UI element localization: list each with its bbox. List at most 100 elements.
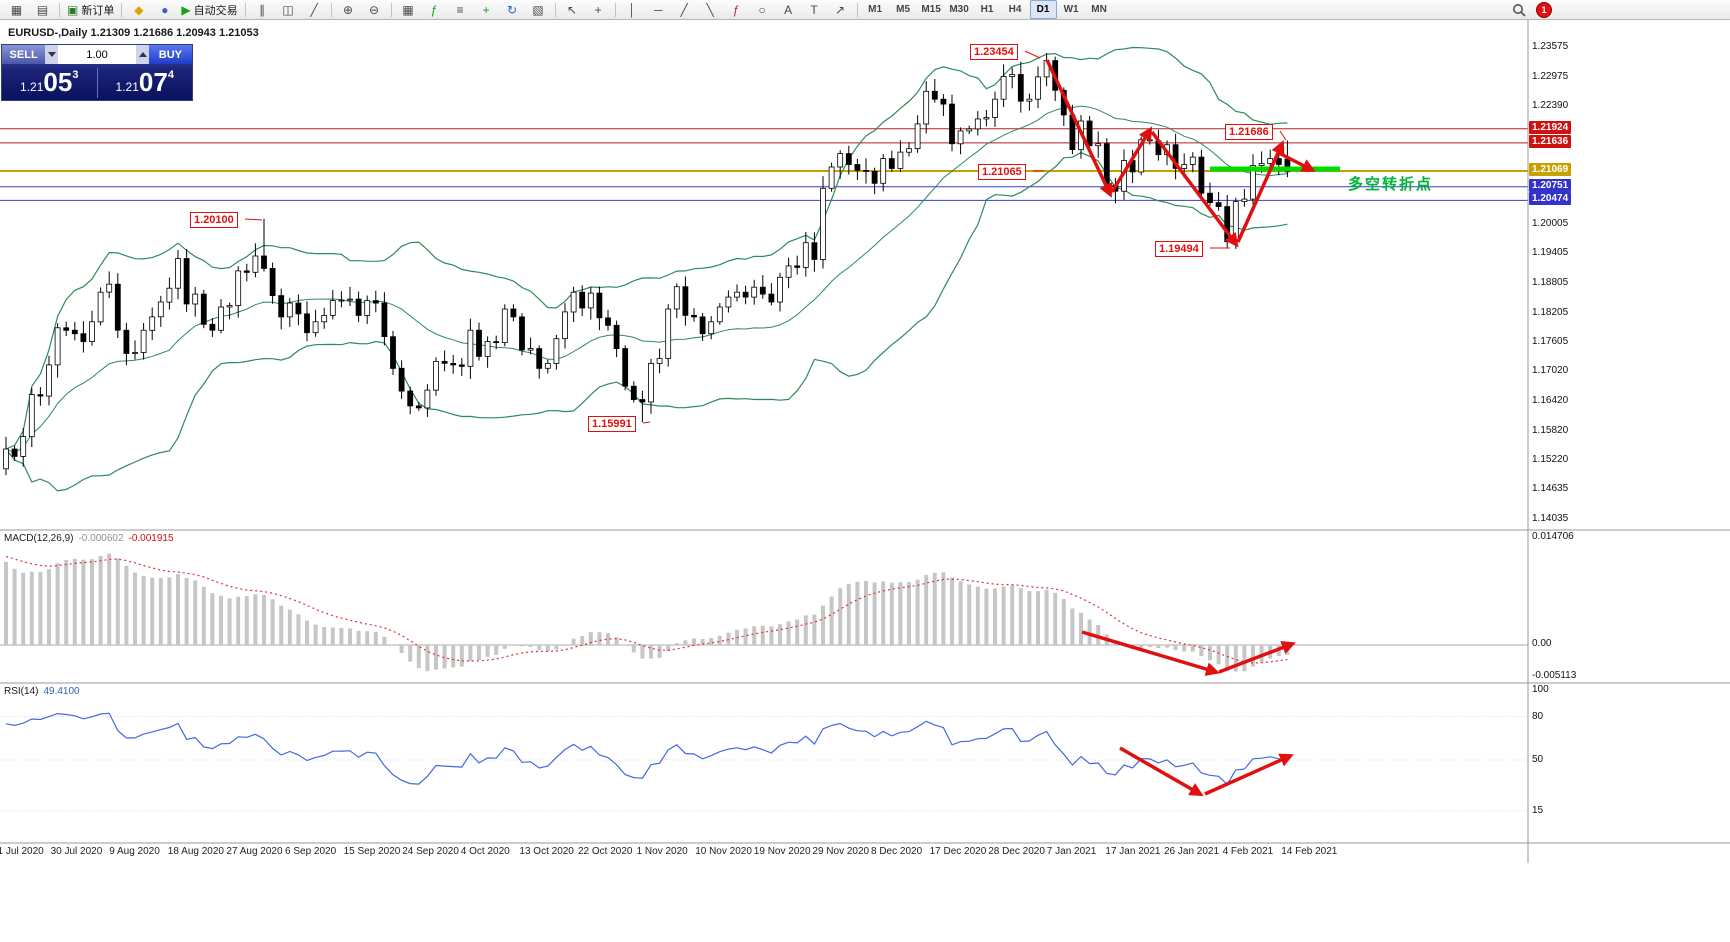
macd-panel[interactable]: [0, 553, 1528, 676]
trendline-icon[interactable]: ╱: [672, 0, 697, 19]
volume-increase-button[interactable]: [136, 45, 149, 64]
trend-arrow[interactable]: [1045, 59, 1113, 198]
rsi-panel[interactable]: [0, 712, 1528, 812]
price-chart-panel[interactable]: [0, 46, 1528, 492]
shapes-icon[interactable]: ○: [750, 0, 775, 19]
volume-input[interactable]: [58, 45, 136, 64]
date-axis-label[interactable]: 7 Jan 2021: [1046, 846, 1097, 857]
bar-chart-icon[interactable]: ∥: [250, 0, 275, 19]
candle-body: [407, 390, 414, 407]
date-axis-label[interactable]: 22 Oct 2020: [578, 846, 633, 857]
vertical-line-icon[interactable]: │: [620, 0, 645, 19]
turning-point-label[interactable]: 多空转折点: [1348, 176, 1434, 193]
timeframe-mn[interactable]: MN: [1091, 4, 1107, 15]
new-order-button[interactable]: ▣ 新订单: [64, 0, 117, 19]
date-axis-label[interactable]: 15 Sep 2020: [343, 846, 401, 857]
date-axis-label[interactable]: 14 Feb 2021: [1281, 846, 1338, 857]
price-annotation[interactable]: 1.15991: [588, 416, 636, 432]
templates-icon[interactable]: ▧: [526, 0, 551, 19]
channel-icon[interactable]: ╲: [698, 0, 723, 19]
candle-body: [46, 364, 52, 397]
indicators-icon[interactable]: ƒ: [422, 0, 447, 19]
timeframe-d1[interactable]: D1: [1029, 0, 1057, 19]
objects-list-icon[interactable]: ≡: [448, 0, 473, 19]
text-icon[interactable]: A: [776, 0, 801, 19]
tile-windows-icon[interactable]: ▦: [396, 0, 421, 19]
autotrading-button[interactable]: ▶ 自动交易: [178, 0, 240, 19]
annotation-leader: [1024, 50, 1041, 59]
trend-arrow[interactable]: [1218, 640, 1296, 674]
candle-body: [880, 158, 887, 184]
timeframe-m30[interactable]: M30: [949, 4, 969, 15]
timeframe-m15[interactable]: M15: [921, 4, 941, 15]
date-axis-label[interactable]: 13 Oct 2020: [519, 846, 574, 857]
trend-arrow[interactable]: [1110, 126, 1153, 193]
date-axis-label[interactable]: 9 Aug 2020: [109, 846, 160, 857]
buy-button[interactable]: BUY: [148, 45, 192, 64]
text-icon: A: [784, 2, 793, 17]
trend-arrow[interactable]: [1236, 140, 1285, 243]
date-axis-label[interactable]: 4 Oct 2020: [460, 846, 510, 857]
date-axis-label[interactable]: 6 Sep 2020: [285, 846, 337, 857]
trend-arrow[interactable]: [1204, 753, 1294, 796]
volume-decrease-button[interactable]: [45, 45, 58, 64]
date-axis-label[interactable]: 28 Dec 2020: [988, 846, 1045, 857]
trend-arrow[interactable]: [1276, 150, 1316, 172]
date-axis-label[interactable]: 24 Sep 2020: [402, 846, 459, 857]
timeframe-h4[interactable]: H4: [1008, 4, 1022, 15]
date-axis-label[interactable]: 30 Jul 2020: [50, 846, 103, 857]
trend-arrow[interactable]: [1150, 130, 1239, 248]
arrow-object-icon[interactable]: ↗: [828, 0, 853, 19]
price-annotation[interactable]: 1.21065: [978, 164, 1026, 180]
date-axis-label[interactable]: 19 Nov 2020: [753, 846, 811, 857]
line-chart-icon[interactable]: ╱: [302, 0, 327, 19]
sell-button[interactable]: SELL: [2, 45, 46, 64]
trend-arrow[interactable]: [1081, 630, 1221, 676]
candle-body: [1207, 192, 1213, 203]
date-axis-label[interactable]: 21 Jul 2020: [0, 846, 44, 857]
fibonacci-icon[interactable]: ƒ: [724, 0, 749, 19]
rsi-value: 49.4100: [43, 686, 80, 697]
date-axis-label[interactable]: 17 Jan 2021: [1105, 846, 1161, 857]
price-annotation[interactable]: 1.21686: [1225, 124, 1273, 140]
date-axis-label[interactable]: 27 Aug 2020: [226, 846, 283, 857]
timeframe-h1[interactable]: H1: [980, 4, 994, 15]
chart-profiles-icon[interactable]: ▤: [30, 0, 55, 19]
community-icon[interactable]: ●: [152, 0, 177, 19]
trend-arrow[interactable]: [1119, 746, 1204, 797]
candlestick-chart-icon[interactable]: ◫: [276, 0, 301, 19]
zoom-in-icon[interactable]: ⊕: [336, 0, 361, 19]
cursor-icon[interactable]: ↖: [560, 0, 585, 19]
label-icon[interactable]: T: [802, 0, 827, 19]
search-icon[interactable]: [1512, 3, 1527, 18]
date-axis-label[interactable]: 26 Jan 2021: [1164, 846, 1220, 857]
zoom-out-icon[interactable]: ⊖: [362, 0, 387, 19]
timeframe-m5[interactable]: M5: [896, 4, 911, 15]
date-axis-label[interactable]: 29 Nov 2020: [812, 846, 870, 857]
date-axis-label[interactable]: 17 Dec 2020: [929, 846, 987, 857]
date-axis-label[interactable]: 10 Nov 2020: [695, 846, 752, 857]
price-chart[interactable]: [0, 20, 1730, 942]
crosshair-icon[interactable]: +: [586, 0, 611, 19]
mql5-market-icon[interactable]: ◆: [126, 0, 151, 19]
candle-body: [261, 255, 267, 269]
refresh-icon[interactable]: ↻: [500, 0, 525, 19]
tile-windows-icon: ▦: [402, 2, 414, 17]
candle-body: [80, 333, 87, 343]
notification-badge[interactable]: 1: [1536, 2, 1552, 18]
price-annotation[interactable]: 1.23454: [970, 44, 1018, 60]
date-axis-label[interactable]: 8 Dec 2020: [871, 846, 923, 857]
timeframe-w1[interactable]: W1: [1063, 4, 1079, 15]
date-axis-label[interactable]: 4 Feb 2021: [1222, 846, 1274, 857]
new-chart-icon[interactable]: ▦: [4, 0, 29, 19]
date-axis-label[interactable]: 18 Aug 2020: [167, 846, 224, 857]
add-indicator-icon[interactable]: +: [474, 0, 499, 19]
candle-body: [691, 314, 697, 318]
price-annotation[interactable]: 1.19494: [1155, 241, 1203, 257]
timeframe-m1[interactable]: M1: [868, 4, 883, 15]
price-annotation[interactable]: 1.20100: [190, 212, 238, 228]
price-scale-tick: 1.17020: [1532, 365, 1569, 377]
horizontal-line-icon[interactable]: ─: [646, 0, 671, 19]
date-axis-label[interactable]: 1 Nov 2020: [636, 846, 688, 857]
macd-name: MACD(12,26,9): [4, 533, 74, 544]
